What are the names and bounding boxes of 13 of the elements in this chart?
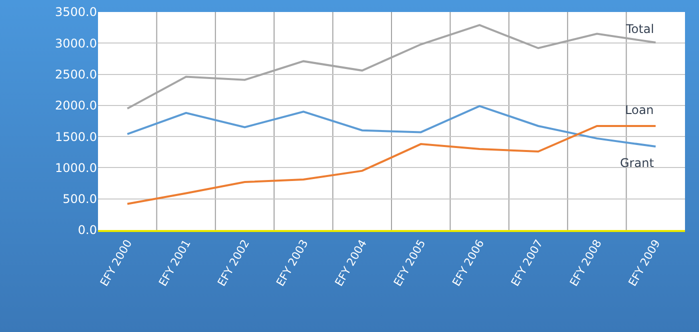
series-label: Total (625, 22, 654, 36)
y-tick-label: 0.0 (78, 223, 97, 238)
y-tick-label: 1000.0 (55, 160, 97, 175)
y-tick-label: 500.0 (62, 192, 97, 206)
y-tick-label: 2000.0 (55, 98, 97, 113)
y-tick-label: 2500.0 (55, 67, 97, 82)
y-tick-label: 1500.0 (55, 130, 97, 144)
y-tick-label: 3500.0 (55, 5, 97, 20)
line-series (126, 124, 657, 205)
series-label: Loan (625, 103, 654, 117)
y-tick-label: 3000.0 (55, 36, 97, 50)
line-series (126, 105, 657, 148)
series-label: Grant (620, 156, 654, 170)
